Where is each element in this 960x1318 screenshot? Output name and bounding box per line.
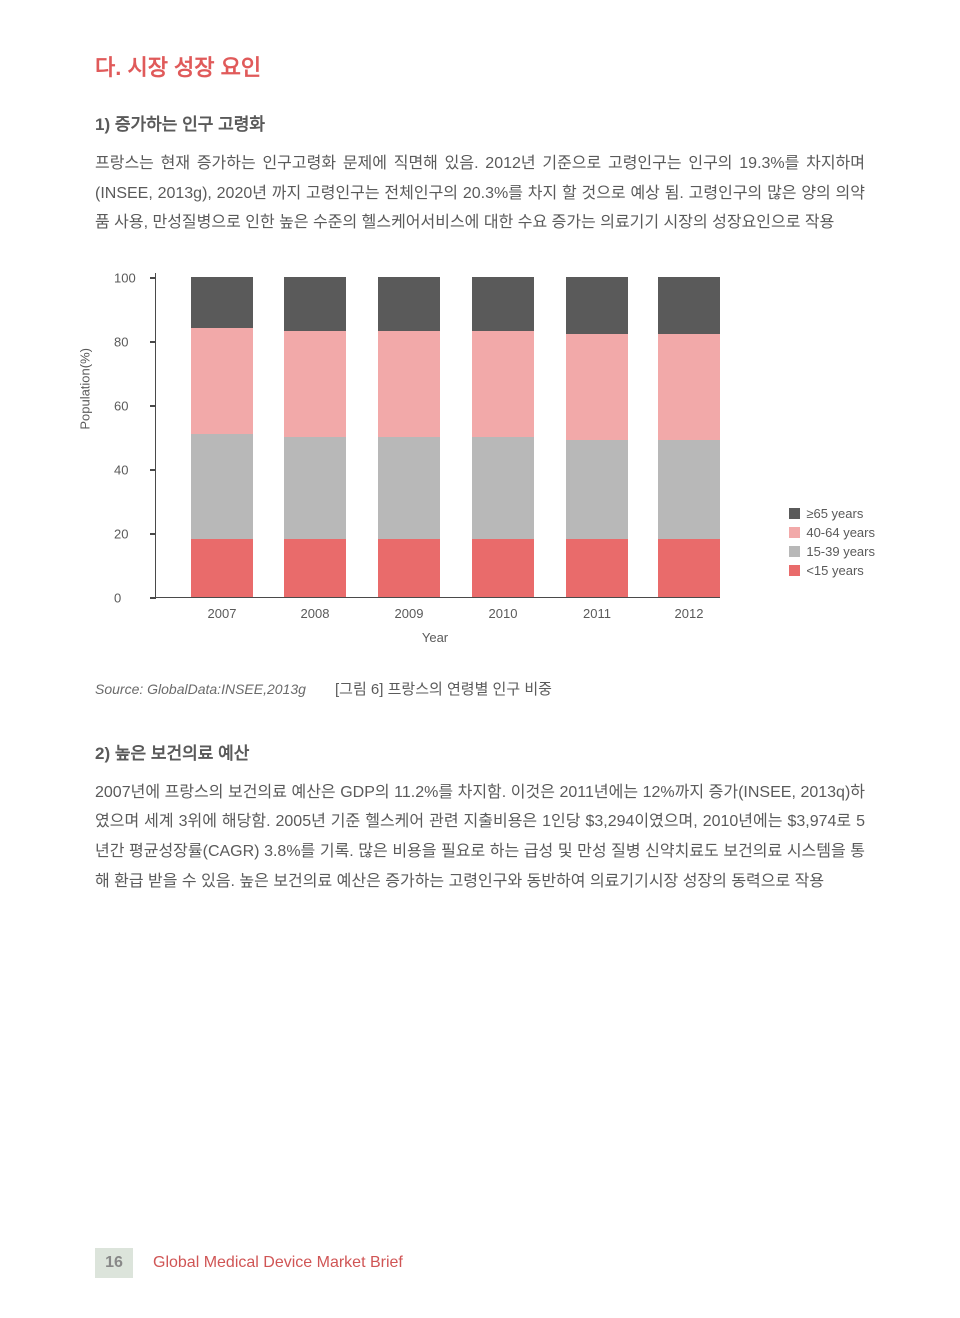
- bar-group: [566, 277, 628, 597]
- bar-group: [191, 277, 253, 597]
- bar-segment-y4064: [378, 331, 440, 437]
- bar-segment-y1539: [284, 437, 346, 539]
- x-tick-label: 2008: [284, 606, 346, 621]
- legend-item: 40-64 years: [789, 525, 875, 540]
- legend-swatch: [789, 565, 800, 576]
- bar-group: [284, 277, 346, 597]
- bar-segment-y4064: [191, 328, 253, 434]
- subsection-2-title: 2) 높은 보건의료 예산: [95, 739, 865, 764]
- bar-segment-ge65: [472, 277, 534, 331]
- bar-segment-lt15: [378, 539, 440, 597]
- chart-source: Source: GlobalData:INSEE,2013g: [95, 681, 335, 697]
- legend-swatch: [789, 546, 800, 557]
- x-tick-label: 2010: [472, 606, 534, 621]
- bar-segment-y1539: [566, 440, 628, 539]
- legend-item: ≥65 years: [789, 506, 875, 521]
- bar-segment-ge65: [658, 277, 720, 335]
- x-tick-label: 2007: [191, 606, 253, 621]
- footer-title: Global Medical Device Market Brief: [153, 1254, 403, 1272]
- legend-swatch: [789, 508, 800, 519]
- population-chart: Population(%) 02040608010020072008200920…: [95, 278, 865, 648]
- legend-item: 15-39 years: [789, 544, 875, 559]
- bar-segment-y4064: [658, 334, 720, 440]
- bar-segment-lt15: [472, 539, 534, 597]
- chart-legend: ≥65 years 40-64 years 15-39 years <15 years: [789, 506, 875, 582]
- bar-segment-y4064: [284, 331, 346, 437]
- y-axis-label: Population(%): [78, 348, 93, 430]
- bar-segment-ge65: [378, 277, 440, 331]
- bar-segment-lt15: [566, 539, 628, 597]
- bar-segment-y1539: [378, 437, 440, 539]
- y-tick-label: 60: [114, 398, 128, 413]
- bar-group: [378, 277, 440, 597]
- section-title: 다. 시장 성장 요인: [95, 50, 865, 82]
- bar-group: [472, 277, 534, 597]
- bar-segment-ge65: [566, 277, 628, 335]
- bar-segment-ge65: [191, 277, 253, 328]
- x-tick-label: 2011: [566, 606, 628, 621]
- page-footer: 16 Global Medical Device Market Brief: [95, 1248, 403, 1278]
- plot-area: 020406080100200720082009201020112012: [155, 278, 715, 598]
- legend-label: 15-39 years: [806, 544, 875, 559]
- y-tick-label: 20: [114, 526, 128, 541]
- x-tick-label: 2012: [658, 606, 720, 621]
- legend-label: ≥65 years: [806, 506, 863, 521]
- bar-segment-ge65: [284, 277, 346, 331]
- legend-label: 40-64 years: [806, 525, 875, 540]
- bar-segment-y1539: [191, 434, 253, 540]
- bar-segment-y1539: [472, 437, 534, 539]
- figure-caption: [그림 6] 프랑스의 연령별 인구 비중: [335, 678, 865, 699]
- paragraph-1: 프랑스는 현재 증가하는 인구고령화 문제에 직면해 있음. 2012년 기준으…: [95, 149, 865, 238]
- page-number: 16: [95, 1248, 133, 1278]
- x-axis-label: Year: [155, 630, 715, 645]
- subsection-1-title: 1) 증가하는 인구 고령화: [95, 110, 865, 135]
- legend-item: <15 years: [789, 563, 875, 578]
- legend-label: <15 years: [806, 563, 863, 578]
- bar-segment-lt15: [191, 539, 253, 597]
- bar-segment-y4064: [472, 331, 534, 437]
- bar-segment-lt15: [658, 539, 720, 597]
- legend-swatch: [789, 527, 800, 538]
- x-tick-label: 2009: [378, 606, 440, 621]
- y-tick-label: 0: [114, 590, 121, 605]
- y-tick-label: 100: [114, 270, 136, 285]
- paragraph-2: 2007년에 프랑스의 보건의료 예산은 GDP의 11.2%를 차지함. 이것…: [95, 778, 865, 896]
- bar-segment-y1539: [658, 440, 720, 539]
- y-tick-label: 40: [114, 462, 128, 477]
- y-tick-label: 80: [114, 334, 128, 349]
- bar-segment-y4064: [566, 334, 628, 440]
- bar-segment-lt15: [284, 539, 346, 597]
- bar-group: [658, 277, 720, 597]
